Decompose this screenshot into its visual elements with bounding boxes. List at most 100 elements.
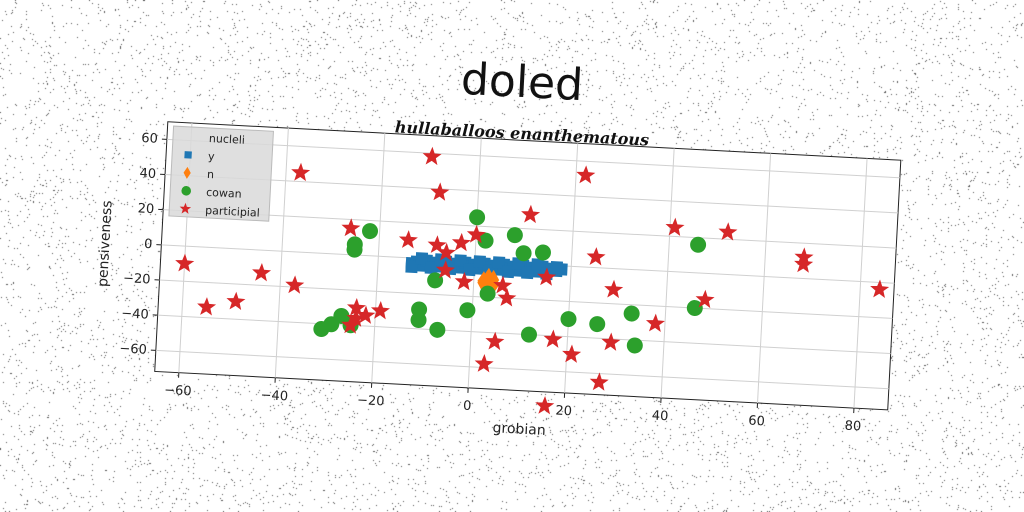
point-participial bbox=[718, 222, 738, 241]
legend-entry: y bbox=[208, 150, 216, 163]
point-participial bbox=[870, 279, 890, 298]
x-gridline bbox=[371, 133, 386, 383]
point-cowan bbox=[479, 285, 496, 302]
point-y bbox=[424, 261, 438, 275]
x-gridline bbox=[853, 158, 868, 409]
point-participial bbox=[451, 232, 471, 252]
y-gridline bbox=[163, 209, 897, 249]
point-participial bbox=[586, 247, 606, 266]
point-y bbox=[463, 263, 476, 277]
point-cowan bbox=[626, 337, 643, 354]
point-cowan bbox=[459, 302, 476, 319]
point-participial bbox=[341, 218, 361, 237]
x-gridline bbox=[274, 128, 289, 378]
point-participial bbox=[589, 372, 609, 391]
y-tick-label: 60 bbox=[141, 131, 158, 147]
point-participial bbox=[226, 291, 246, 310]
point-participial bbox=[474, 354, 494, 373]
point-participial bbox=[466, 224, 486, 244]
point-cowan bbox=[534, 244, 551, 261]
x-gridline bbox=[660, 148, 675, 398]
point-cowan bbox=[362, 223, 379, 240]
point-y bbox=[454, 254, 467, 267]
point-participial bbox=[543, 329, 563, 348]
point-participial bbox=[562, 344, 582, 363]
legend-entry: cowan bbox=[206, 186, 242, 201]
point-participial bbox=[695, 289, 715, 309]
point-cowan bbox=[520, 326, 537, 343]
point-participial bbox=[794, 254, 814, 273]
point-cowan bbox=[410, 312, 427, 329]
y-tick-label: 40 bbox=[139, 166, 156, 182]
point-y bbox=[550, 261, 564, 274]
point-participial bbox=[537, 267, 557, 286]
y-tick-label: −40 bbox=[121, 306, 149, 322]
chart-title: doled bbox=[460, 54, 585, 111]
legend-entry: n bbox=[207, 168, 215, 181]
legend-box bbox=[168, 125, 274, 222]
point-participial bbox=[665, 217, 685, 237]
point-participial bbox=[454, 271, 474, 291]
point-participial bbox=[645, 313, 665, 332]
point-participial bbox=[521, 204, 541, 224]
point-cowan bbox=[346, 241, 363, 258]
plot-area: −60 −40 −20 0 20 40 60 80 −60 −40 −20 0 20 40 60 grobi… bbox=[95, 121, 902, 439]
point-participial bbox=[535, 395, 555, 415]
point-participial bbox=[485, 331, 505, 351]
point-participial bbox=[436, 242, 456, 262]
point-participial bbox=[252, 262, 272, 282]
point-participial bbox=[175, 253, 195, 273]
point-n bbox=[482, 267, 495, 288]
data-marks bbox=[175, 146, 890, 415]
x-tick-label: 60 bbox=[748, 414, 765, 430]
y-tick-label: 0 bbox=[144, 237, 153, 252]
legend: nucleli yn cowan participial bbox=[168, 125, 274, 222]
point-participial bbox=[346, 298, 366, 317]
point-participial bbox=[291, 162, 311, 182]
point-cowan bbox=[506, 227, 523, 244]
point-cowan bbox=[469, 209, 486, 226]
point-y bbox=[473, 255, 486, 268]
point-participial bbox=[493, 275, 513, 295]
ticks: −60 −40 −20 0 20 40 60 80 −60 −40 −20 0 20 40 60 bbox=[119, 131, 862, 435]
legend-marker bbox=[183, 166, 191, 179]
point-participial bbox=[427, 235, 447, 254]
point-participial bbox=[422, 146, 442, 166]
point-cowan bbox=[560, 311, 577, 328]
point-cowan bbox=[477, 232, 494, 249]
point-participial bbox=[356, 305, 376, 324]
legend-marker bbox=[181, 186, 192, 196]
x-tick-label: −20 bbox=[357, 393, 385, 409]
point-y bbox=[415, 252, 429, 265]
point-participial bbox=[341, 315, 361, 334]
x-gridline bbox=[757, 153, 772, 404]
point-cowan bbox=[690, 236, 707, 253]
y-gridline bbox=[166, 138, 900, 179]
point-y bbox=[501, 265, 515, 279]
y-tick-label: 20 bbox=[137, 201, 154, 217]
point-participial bbox=[197, 297, 217, 316]
legend-entry: participial bbox=[205, 204, 260, 220]
point-y bbox=[531, 258, 544, 271]
point-participial bbox=[430, 182, 450, 201]
x-axis-label: grobian bbox=[492, 420, 546, 439]
point-participial bbox=[398, 230, 418, 249]
legend-marker bbox=[184, 151, 192, 159]
x-tick-label: −60 bbox=[164, 383, 192, 399]
point-y bbox=[521, 266, 534, 280]
legend-marker bbox=[179, 202, 192, 214]
point-participial bbox=[435, 260, 455, 279]
point-cowan bbox=[515, 245, 532, 262]
point-participial bbox=[601, 332, 621, 351]
x-tick-label: 0 bbox=[463, 399, 472, 414]
y-tick-label: −60 bbox=[119, 341, 147, 357]
y-gridline bbox=[155, 349, 889, 390]
point-cowan bbox=[333, 307, 350, 324]
legend-title: nucleli bbox=[209, 132, 246, 147]
y-tick-label: −20 bbox=[123, 271, 151, 287]
y-gridline bbox=[165, 174, 899, 214]
x-tick-label: 80 bbox=[844, 419, 861, 435]
point-y bbox=[405, 260, 418, 274]
point-participial bbox=[576, 165, 596, 184]
point-cowan bbox=[623, 305, 640, 322]
